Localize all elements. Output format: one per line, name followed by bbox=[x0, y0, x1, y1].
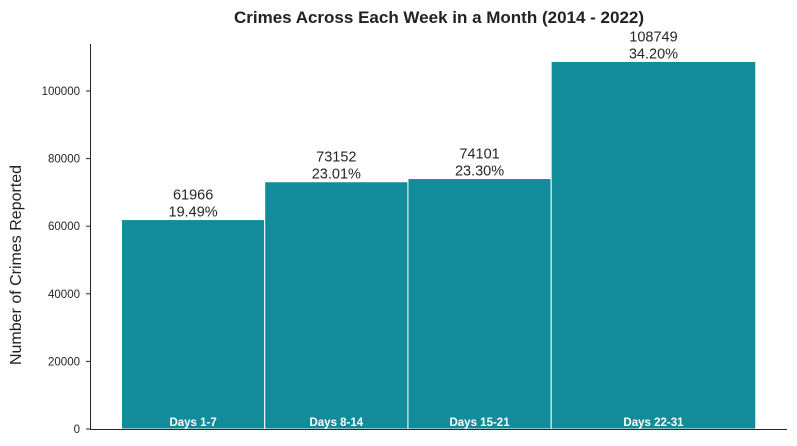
bar-category-label: Days 1-7 bbox=[169, 417, 216, 429]
bar-percent-label: 23.01% bbox=[312, 167, 361, 183]
y-axis-label: Number of Crimes Reported bbox=[8, 165, 25, 365]
y-tick-label: 80000 bbox=[48, 154, 80, 166]
chart-title: Crimes Across Each Week in a Month (2014… bbox=[234, 8, 644, 27]
bar-2 bbox=[264, 181, 409, 430]
bar-percent-label: 23.30% bbox=[455, 164, 504, 180]
bar-value-label: 61966 bbox=[173, 188, 213, 204]
y-tick-label: 20000 bbox=[48, 356, 80, 368]
y-tick-label: 60000 bbox=[48, 221, 80, 233]
y-tick-label: 40000 bbox=[48, 289, 80, 301]
bar-3 bbox=[407, 178, 552, 430]
bar-4 bbox=[550, 60, 757, 430]
bar-category-label: Days 15-21 bbox=[449, 417, 510, 429]
bar-value-label: 108749 bbox=[629, 29, 677, 45]
bar-category-label: Days 22-31 bbox=[623, 417, 684, 429]
bar-1 bbox=[121, 219, 266, 430]
bar-value-label: 74101 bbox=[459, 147, 499, 163]
bar-percent-label: 19.49% bbox=[169, 205, 218, 221]
y-axis-ticks: 0 20000 40000 60000 80000 100000 bbox=[42, 86, 90, 436]
bars bbox=[121, 60, 757, 430]
bar-value-label: 73152 bbox=[316, 150, 356, 166]
bar-category-label: Days 8-14 bbox=[309, 417, 363, 429]
y-tick-label: 0 bbox=[74, 424, 80, 436]
y-tick-label: 100000 bbox=[42, 86, 80, 98]
bar-percent-label: 34.20% bbox=[629, 46, 678, 62]
